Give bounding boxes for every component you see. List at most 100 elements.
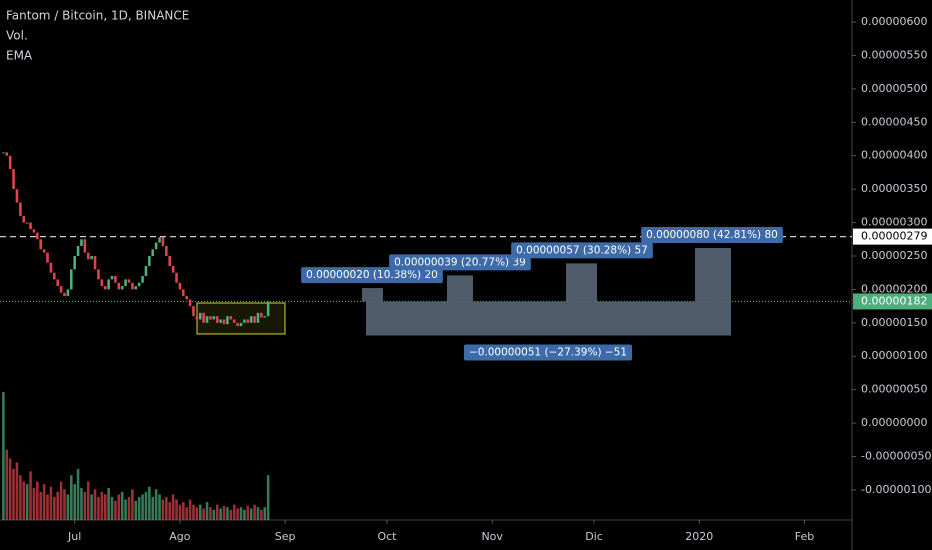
volume-bar [253,504,256,520]
volume-bar [263,507,267,520]
candle [158,237,161,243]
candle [56,279,59,287]
volume-bar [100,491,104,520]
candle [86,252,90,260]
candle [100,279,104,287]
y-tick-label: -0.00000100 [861,483,931,496]
volume-bar [86,481,90,520]
candle [161,237,165,246]
volume-bar [161,499,165,520]
volume-bar [93,489,97,520]
volume-bar [124,499,127,520]
candle [134,286,138,290]
volume-bar [232,504,236,520]
y-tick-label: 0.00000200 [861,282,927,295]
candle [165,245,168,256]
volume-bar [12,468,15,520]
volume-bar [215,504,219,520]
candle [49,262,53,273]
candle [131,282,134,290]
volume-bar [226,507,229,520]
measure-box [362,288,383,302]
candle [198,312,202,320]
measure-label: 0.00000039 (20.77%) 39 [394,256,526,268]
volume-bar [144,491,148,520]
x-tick-label: Oct [377,530,397,543]
candle [168,255,172,267]
volume-bar [131,489,134,520]
measure-label: −0.00000051 (−27.39%) −51 [469,347,627,359]
candle [66,289,70,297]
candle [229,316,233,320]
measure-label: 0.00000080 (42.81%) 80 [646,229,778,241]
y-tick-label: 0.00000500 [861,82,927,95]
volume-bar [56,491,59,520]
y-tick-label: 0.00000350 [861,182,927,195]
candle [202,312,205,323]
price-label: 0.00000182 [861,294,927,307]
candle [171,266,175,273]
volume-bar [182,502,185,520]
candle [110,276,114,280]
y-tick-label: 0.00000250 [861,249,927,262]
candle [42,249,46,253]
candle [36,232,39,240]
y-tick-label: 0.00000300 [861,216,927,229]
volume-bar [19,475,22,520]
candle [175,272,178,283]
y-tick-label: 0.00000100 [861,349,927,362]
candle [256,312,260,323]
volume-bar [192,504,195,520]
candle [154,242,158,250]
candle [243,319,246,323]
volume-bar [69,475,73,520]
candle [127,279,131,283]
volume-bar [229,509,233,520]
volume-bar [222,505,226,520]
y-tick-label: 0.00000600 [861,15,927,28]
y-tick-label: -0.00000050 [861,450,931,463]
candle [260,312,263,318]
volume-bar [114,500,117,520]
measure-label-bg [389,254,531,271]
volume-bar [42,484,46,520]
candle [83,239,87,253]
candle [226,316,229,325]
candle [137,282,141,287]
candle [249,316,253,323]
candle [103,286,107,290]
candle [232,319,236,323]
volume-bar [178,504,182,520]
volume-bar [151,496,155,520]
measure-box [447,275,473,302]
candle [253,316,256,323]
volume-bar [256,507,260,520]
candle [222,319,226,325]
volume-bar [212,509,216,520]
candle [59,286,63,293]
volume-bar [103,494,107,520]
volume-bar [266,475,270,520]
y-tick-label: 0.00000150 [861,316,927,329]
y-tick-label: 0.00000450 [861,115,927,128]
volume-bar [107,488,110,520]
candle [25,222,29,224]
candle [22,215,26,223]
candle [188,299,192,307]
price-label-bg [853,293,932,310]
volume-bar [29,471,32,520]
volume-bar [97,496,100,520]
candle [185,296,188,300]
volume-bar [83,491,87,520]
volume-bar [171,494,175,520]
candle [246,319,250,323]
candle [182,289,185,297]
candle [5,152,9,156]
candle [80,239,83,246]
candle [2,152,5,154]
candle [114,276,117,283]
candle [195,316,199,320]
volume-bar [175,499,178,520]
volume-bar [137,496,141,520]
